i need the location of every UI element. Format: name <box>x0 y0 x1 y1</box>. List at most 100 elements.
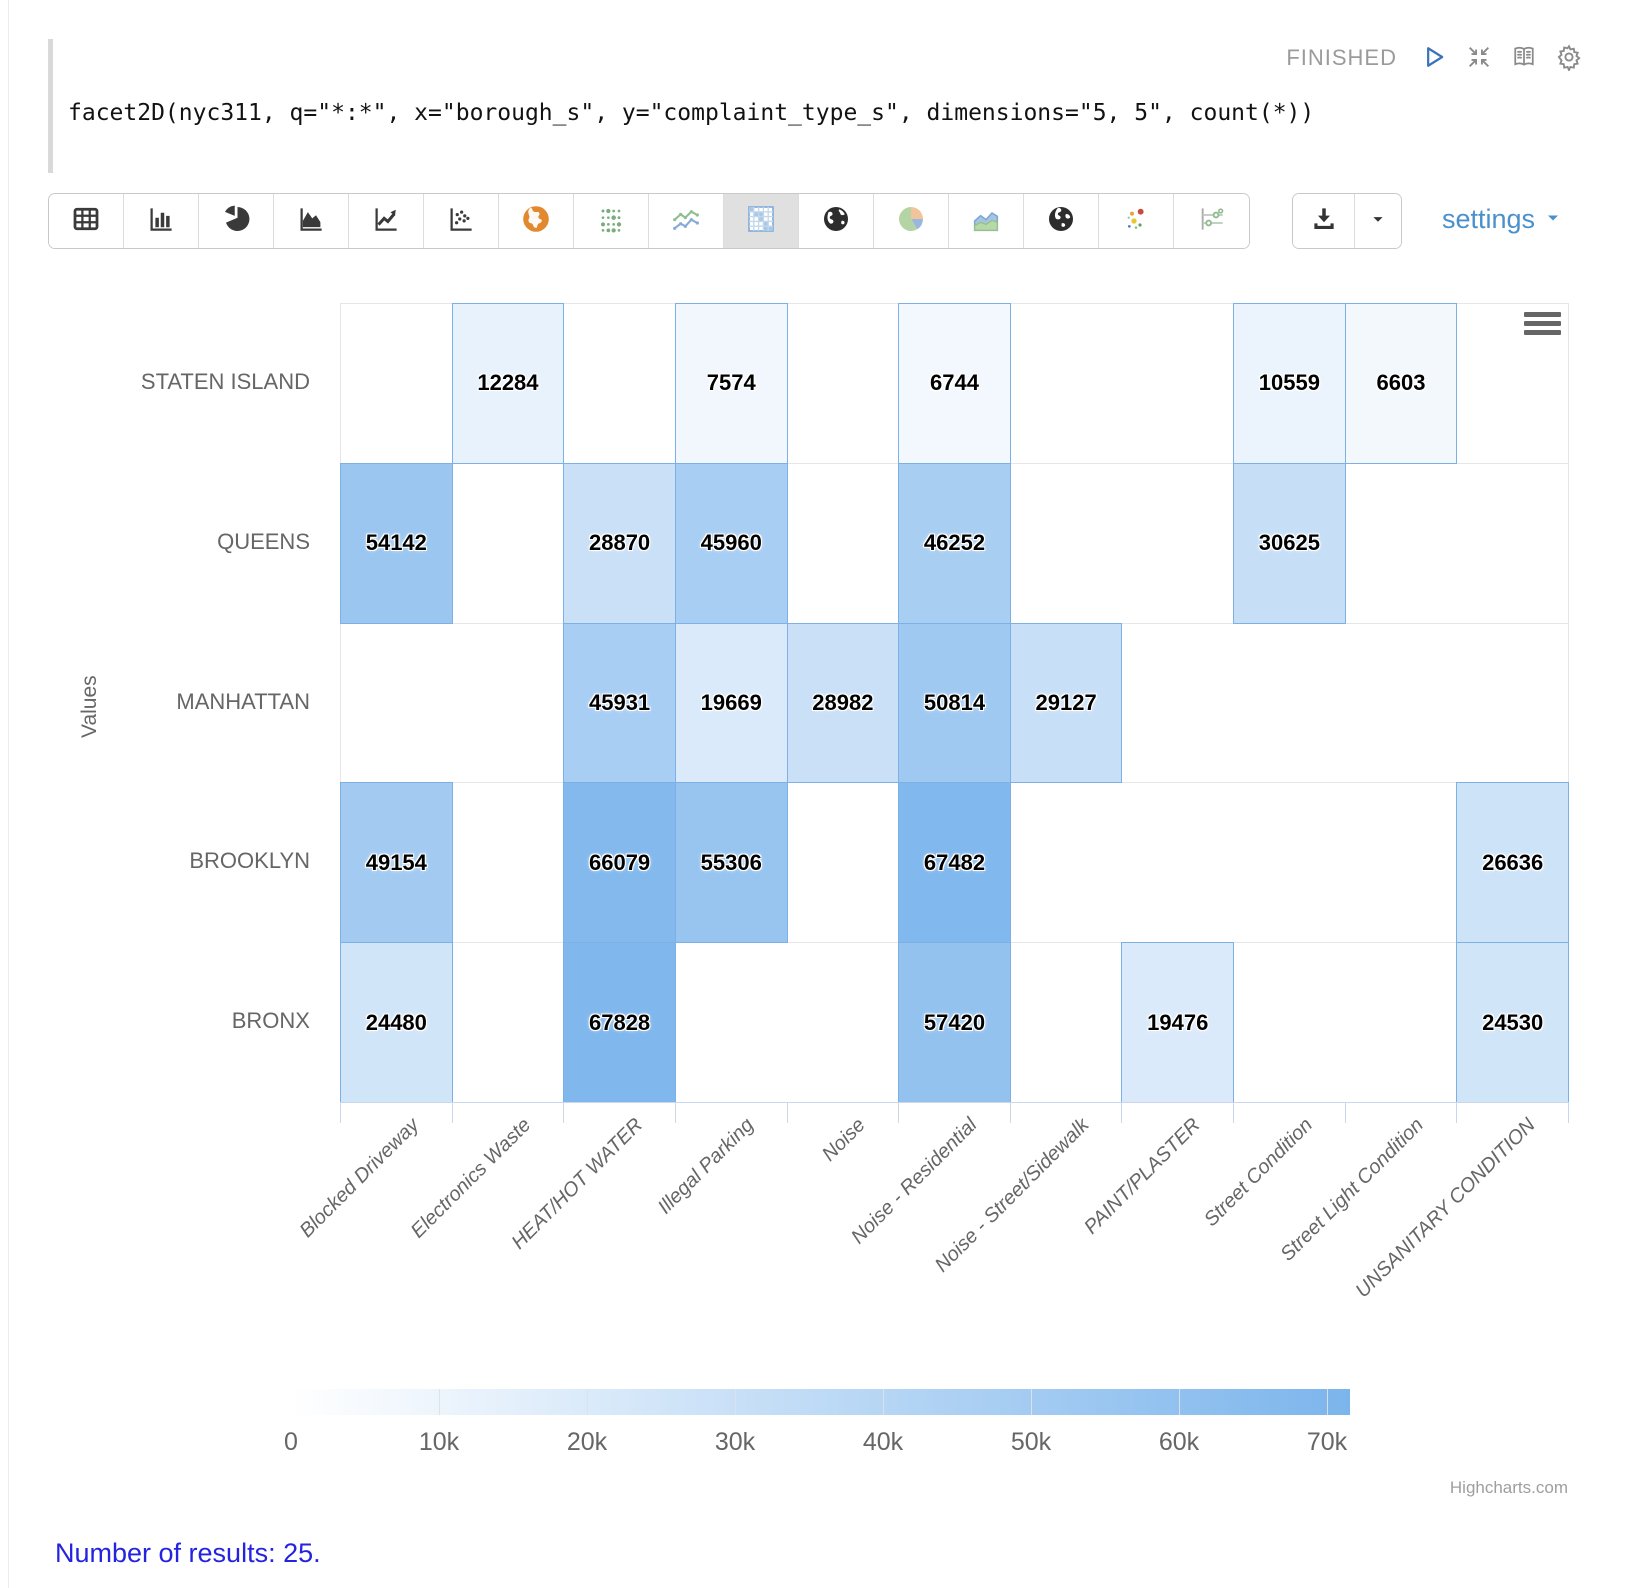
download-button[interactable] <box>1293 194 1355 248</box>
cell-value-label: 50814 <box>923 689 986 715</box>
cell-value-label: 24480 <box>365 1009 427 1035</box>
cell-value-label: 10559 <box>1258 370 1320 396</box>
chart-type-button-bar-chart[interactable] <box>124 194 199 248</box>
chart-type-button-multi-line[interactable] <box>649 194 724 248</box>
line-chart-icon <box>371 204 401 239</box>
gear-icon <box>1555 43 1583 74</box>
highcharts-credits: Highcharts.com <box>1449 1478 1568 1497</box>
chart-type-button-scatter-plot[interactable] <box>424 194 499 248</box>
heatmap-cell[interactable]: 49154 <box>340 782 453 944</box>
chart-type-button-pie-colored[interactable] <box>874 194 949 248</box>
heatmap-cell[interactable]: 45960 <box>674 462 788 624</box>
multi-line-icon <box>670 203 702 240</box>
heatmap-cell[interactable]: 24480 <box>340 942 453 1103</box>
chart-type-button-scatter-colored[interactable] <box>1099 194 1174 248</box>
cell-value-label: 49154 <box>365 849 427 875</box>
plot-border-right <box>1568 303 1569 1102</box>
heatmap-cell[interactable]: 19476 <box>1121 942 1235 1103</box>
cell-value-label: 29127 <box>1035 689 1097 715</box>
x-axis-line <box>340 1102 1569 1103</box>
chart-type-button-pie-chart[interactable] <box>199 194 274 248</box>
heatmap-cell[interactable]: 66079 <box>563 782 676 944</box>
heatmap-cell[interactable]: 26636 <box>1456 782 1569 944</box>
color-axis-legend <box>291 1389 1350 1415</box>
x-axis-tick <box>563 1102 565 1123</box>
run-button[interactable] <box>1420 43 1448 74</box>
world-map-icon <box>520 203 552 240</box>
heatmap-cell[interactable]: 29127 <box>1009 622 1123 784</box>
heatmap-cell[interactable]: 67828 <box>563 942 676 1103</box>
book-icon <box>1510 43 1538 74</box>
chart-type-button-range-filter[interactable] <box>1174 194 1249 248</box>
heatmap-cell[interactable]: 12284 <box>451 303 565 464</box>
heatmap-cell[interactable]: 7574 <box>674 303 788 464</box>
chart-type-button-world-map[interactable] <box>499 194 574 248</box>
chart-type-toolbar <box>48 193 1250 249</box>
dot-grid-icon <box>595 203 627 240</box>
heatmap-cell[interactable]: 55306 <box>674 782 788 944</box>
y-axis-label: MANHATTAN <box>176 688 310 714</box>
x-axis-label: Illegal Parking <box>653 1114 759 1219</box>
chart-type-button-globe[interactable] <box>799 194 874 248</box>
heatmap-cell[interactable]: 46252 <box>898 462 1011 624</box>
download-icon <box>1309 204 1339 239</box>
table-icon <box>71 204 101 239</box>
heatmap-cell[interactable]: 67482 <box>898 782 1011 944</box>
x-axis-tick <box>1009 1102 1011 1123</box>
y-axis-label: STATEN ISLAND <box>140 368 310 394</box>
heatmap-cell[interactable]: 50814 <box>898 622 1011 784</box>
chart-type-button-table[interactable] <box>49 194 124 248</box>
cell-value-label: 57420 <box>923 1009 986 1035</box>
x-axis-label: Noise <box>818 1114 870 1166</box>
heatmap-cell[interactable]: 6744 <box>898 303 1011 464</box>
heatmap-cell[interactable]: 28982 <box>786 622 900 784</box>
chart-type-button-heatmap[interactable] <box>724 194 799 248</box>
x-axis-tick <box>340 1102 341 1123</box>
x-axis-tick <box>1344 1102 1346 1123</box>
heatmap-cell[interactable]: 28870 <box>563 462 676 624</box>
x-axis-tick <box>1121 1102 1123 1123</box>
download-options-button[interactable] <box>1355 194 1401 248</box>
settings-link[interactable]: settings <box>1442 204 1563 235</box>
settings-label: settings <box>1442 204 1536 234</box>
cell-value-label: 28870 <box>588 530 651 556</box>
heatmap-cell[interactable]: 30625 <box>1233 462 1346 624</box>
y-axis-label: QUEENS <box>217 528 310 554</box>
x-axis-label: Blocked Driveway <box>295 1114 424 1242</box>
heatmap-cell[interactable]: 19669 <box>674 622 788 784</box>
heatmap-icon <box>745 203 777 240</box>
heatmap-cell[interactable]: 6603 <box>1344 303 1458 464</box>
heatmap-cell[interactable]: 10559 <box>1233 303 1346 464</box>
chart-type-button-globe-alt[interactable] <box>1024 194 1099 248</box>
heatmap-cell[interactable]: 54142 <box>340 462 453 624</box>
chart-type-button-area-chart[interactable] <box>274 194 349 248</box>
heatmap-cell[interactable]: 24530 <box>1456 942 1569 1103</box>
x-axis-tick <box>674 1102 676 1123</box>
chart-context-menu-button[interactable] <box>1524 312 1561 335</box>
cell-value-label: 30625 <box>1258 530 1320 556</box>
heatmap-cell[interactable]: 57420 <box>898 942 1011 1103</box>
x-axis-tick <box>1456 1102 1458 1123</box>
legend-tick-label: 60k <box>1158 1428 1200 1456</box>
heatmap-cell[interactable]: 45931 <box>563 622 676 784</box>
cell-value-label: 6603 <box>1376 370 1426 396</box>
chart-type-button-area-colored[interactable] <box>949 194 1024 248</box>
cell-value-label: 46252 <box>923 530 986 556</box>
paragraph-code[interactable]: facet2D(nyc311, q="*:*", x="borough_s", … <box>68 100 1315 126</box>
chart-type-button-line-chart[interactable] <box>349 194 424 248</box>
legend-tick-label: 20k <box>566 1428 608 1456</box>
collapse-button[interactable] <box>1465 43 1493 74</box>
legend-tick <box>587 1389 588 1415</box>
x-axis-tick <box>898 1102 900 1123</box>
legend-tick-label: 40k <box>862 1428 904 1456</box>
legend-tick <box>1327 1389 1328 1415</box>
range-filter-icon <box>1196 203 1228 240</box>
scatter-plot-icon <box>446 204 476 239</box>
chart-type-button-dot-grid[interactable] <box>574 194 649 248</box>
report-view-button[interactable] <box>1510 43 1538 74</box>
area-colored-icon <box>970 203 1002 240</box>
globe-icon <box>821 204 851 239</box>
paragraph-settings-button[interactable] <box>1555 43 1583 74</box>
cell-value-label: 26636 <box>1482 849 1544 875</box>
